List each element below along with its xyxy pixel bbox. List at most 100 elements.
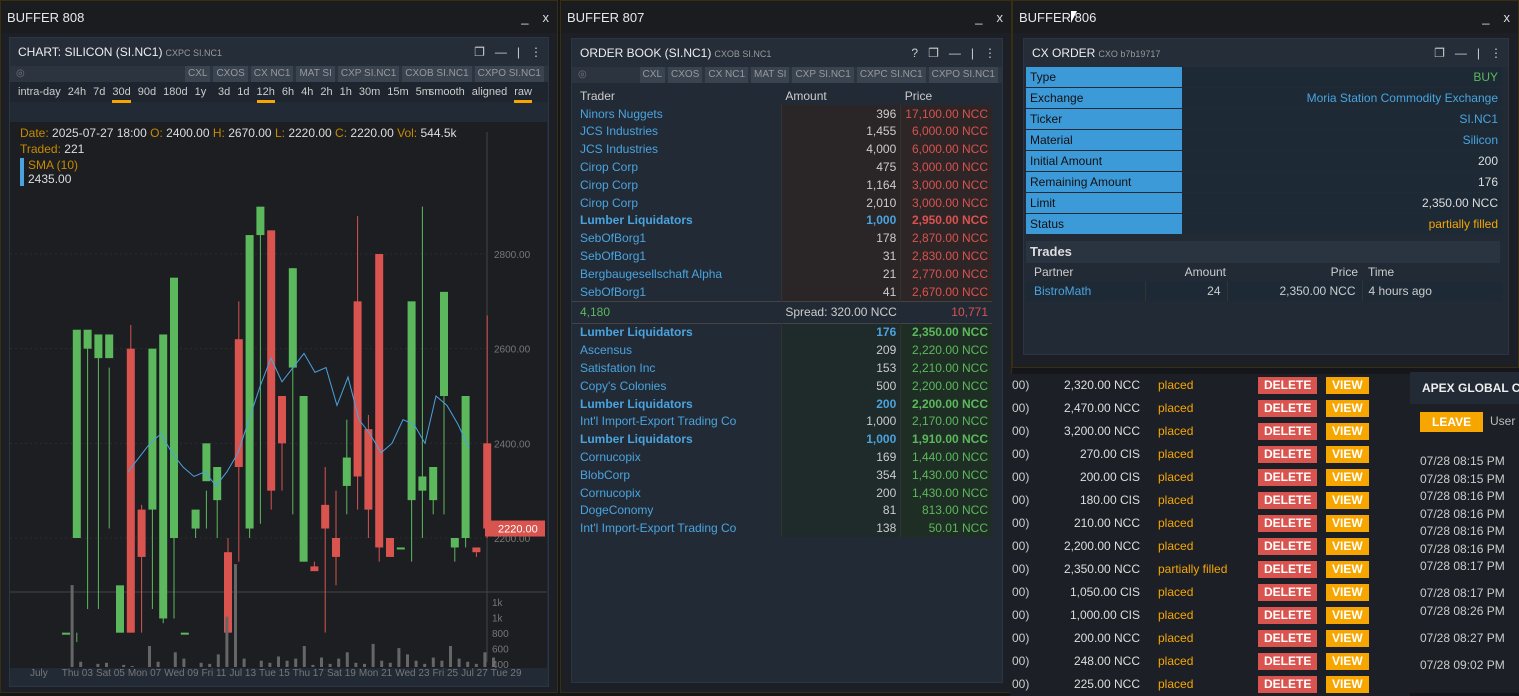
trader-name[interactable]: DogeConomy	[580, 503, 654, 518]
delete-button[interactable]: DELETE	[1258, 538, 1318, 555]
range-option[interactable]: 6h	[281, 86, 295, 98]
view-button[interactable]: VIEW	[1326, 423, 1369, 440]
trader-name[interactable]: BlobCorp	[580, 467, 631, 482]
trader-name[interactable]: JCS Industries	[580, 124, 659, 139]
bid-order-row[interactable]: Cornucopix 200 1,430.00 NCC	[572, 483, 992, 502]
trader-name[interactable]: Lumber Liquidators	[580, 396, 693, 411]
range-option[interactable]: 2h	[320, 86, 333, 98]
range-option[interactable]: aligned	[471, 86, 508, 98]
minimize-tile-icon[interactable]: —	[494, 45, 507, 59]
minimize-button[interactable]: _	[1482, 10, 1490, 25]
ask-order-row[interactable]: Ninors Nuggets 396 17,100.00 NCC	[572, 104, 992, 123]
property-value[interactable]: SI.NC1	[1182, 108, 1502, 130]
minimize-button[interactable]: _	[975, 10, 983, 25]
view-button[interactable]: VIEW	[1326, 676, 1369, 693]
ask-order-row[interactable]: Cirop Corp 1,164 3,000.00 NCC	[572, 175, 992, 194]
range-option[interactable]: 1d	[237, 86, 250, 98]
help-icon[interactable]: ?	[911, 46, 919, 60]
trader-name[interactable]: Ascensus	[580, 343, 633, 358]
buffer-806-titlebar[interactable]: BUFFER 806 _ x	[1013, 1, 1518, 33]
close-button[interactable]: x	[1503, 10, 1511, 25]
chart-tab[interactable]: CXL	[184, 66, 211, 82]
view-button[interactable]: VIEW	[1326, 469, 1369, 486]
trader-name[interactable]: Cirop Corp	[580, 195, 639, 210]
delete-button[interactable]: DELETE	[1258, 607, 1318, 624]
delete-button[interactable]: DELETE	[1258, 676, 1318, 693]
view-button[interactable]: VIEW	[1326, 584, 1369, 601]
minimize-tile-icon[interactable]: —	[1454, 46, 1467, 60]
ob-tab[interactable]: CX NC1	[705, 67, 749, 83]
hide-icon[interactable]: ◎	[578, 69, 587, 80]
menu-icon[interactable]: ⋮	[984, 46, 996, 60]
chart-tab[interactable]: CXP SI.NC1	[337, 66, 400, 82]
bid-order-row[interactable]: Cornucopix 169 1,440.00 NCC	[572, 448, 992, 466]
ask-order-row[interactable]: Lumber Liquidators 1,000 2,950.00 NCC	[572, 211, 992, 230]
trader-name[interactable]: Cornucopix	[580, 450, 641, 465]
delete-button[interactable]: DELETE	[1258, 584, 1318, 601]
ask-order-row[interactable]: SebOfBorg1 31 2,830.00 NCC	[572, 247, 992, 265]
popout-icon[interactable]: ❐	[1434, 46, 1445, 60]
chart-area[interactable]: 2800.00 2600.00 2400.00 2200.00 2220.00 1k 1k 8…	[10, 122, 547, 668]
range-option[interactable]: 90d	[137, 86, 157, 98]
range-option[interactable]: 7d	[93, 86, 106, 98]
bid-order-row[interactable]: Satisfation Inc 153 2,210.00 NCC	[572, 359, 992, 377]
range-option[interactable]: smooth	[428, 86, 465, 98]
chart-tab[interactable]: CXPO SI.NC1	[474, 66, 544, 82]
view-button[interactable]: VIEW	[1326, 630, 1369, 647]
bid-order-row[interactable]: Copy's Colonies 500 2,200.00 NCC	[572, 376, 992, 395]
delete-button[interactable]: DELETE	[1258, 515, 1318, 532]
trader-name[interactable]: Copy's Colonies	[580, 378, 667, 393]
ask-order-row[interactable]: Bergbaugesellschaft Alpha 21 2,770.00 NCC	[572, 264, 992, 283]
popout-icon[interactable]: ❐	[474, 45, 485, 59]
delete-button[interactable]: DELETE	[1258, 653, 1318, 670]
candlestick-chart[interactable]: 2800.002600.002400.002200.002220.001k1k8…	[10, 122, 547, 668]
close-button[interactable]: x	[996, 10, 1004, 25]
trader-name[interactable]: Int'l Import-Export Trading Co	[580, 521, 737, 536]
range-option[interactable]: 15m	[387, 86, 409, 98]
bid-order-row[interactable]: Lumber Liquidators 1,000 1,910.00 NCC	[572, 430, 992, 449]
close-button[interactable]: x	[542, 10, 550, 25]
minimize-button[interactable]: _	[521, 10, 529, 25]
delete-button[interactable]: DELETE	[1258, 492, 1318, 509]
ask-order-row[interactable]: Cirop Corp 2,010 3,000.00 NCC	[572, 193, 992, 212]
view-button[interactable]: VIEW	[1326, 538, 1369, 555]
ob-tab[interactable]: CXP SI.NC1	[792, 67, 854, 83]
trader-name[interactable]: Lumber Liquidators	[580, 213, 693, 228]
ob-tab[interactable]: MAT SI	[751, 67, 790, 83]
range-option[interactable]: intra-day	[18, 86, 61, 98]
range-option[interactable]: 30d	[112, 84, 131, 103]
view-button[interactable]: VIEW	[1326, 446, 1369, 463]
trade-partner[interactable]: BistroMath	[1026, 281, 1146, 301]
delete-button[interactable]: DELETE	[1258, 400, 1318, 417]
ask-order-row[interactable]: JCS Industries 1,455 6,000.00 NCC	[572, 122, 992, 141]
trader-name[interactable]: Cirop Corp	[580, 160, 639, 175]
property-value[interactable]: Moria Station Commodity Exchange	[1182, 87, 1502, 109]
trader-name[interactable]: Cirop Corp	[580, 177, 639, 192]
trader-name[interactable]: SebOfBorg1	[580, 231, 647, 246]
range-option[interactable]: 12h	[256, 84, 275, 103]
delete-button[interactable]: DELETE	[1258, 423, 1318, 440]
view-button[interactable]: VIEW	[1326, 400, 1369, 417]
delete-button[interactable]: DELETE	[1258, 561, 1318, 578]
bid-order-row[interactable]: Int'l Import-Export Trading Co 1,000 2,170…	[572, 412, 992, 431]
ob-tab[interactable]: CXOS	[668, 67, 703, 83]
view-button[interactable]: VIEW	[1326, 653, 1369, 670]
delete-button[interactable]: DELETE	[1258, 377, 1318, 394]
ask-order-row[interactable]: Cirop Corp 475 3,000.00 NCC	[572, 158, 992, 176]
ask-order-row[interactable]: JCS Industries 4,000 6,000.00 NCC	[572, 140, 992, 159]
delete-button[interactable]: DELETE	[1258, 446, 1318, 463]
ask-order-row[interactable]: SebOfBorg1 41 2,670.00 NCC	[572, 282, 992, 302]
range-option[interactable]: 1y	[194, 86, 207, 98]
ask-order-row[interactable]: SebOfBorg1 178 2,870.00 NCC	[572, 229, 992, 248]
range-option[interactable]: raw	[514, 84, 532, 103]
chart-tab[interactable]: CX NC1	[250, 66, 294, 82]
trader-name[interactable]: Satisfation Inc	[580, 361, 656, 376]
bid-order-row[interactable]: Lumber Liquidators 200 2,200.00 NCC	[572, 394, 992, 413]
range-option[interactable]: 30m	[358, 86, 381, 98]
buffer-808-titlebar[interactable]: BUFFER 808 _ x	[1, 1, 557, 33]
bid-order-row[interactable]: Int'l Import-Export Trading Co 138 50.01 N…	[572, 519, 992, 538]
view-button[interactable]: VIEW	[1326, 515, 1369, 532]
popout-icon[interactable]: ❐	[928, 46, 939, 60]
trader-name[interactable]: Bergbaugesellschaft Alpha	[580, 266, 723, 281]
view-button[interactable]: VIEW	[1326, 561, 1369, 578]
